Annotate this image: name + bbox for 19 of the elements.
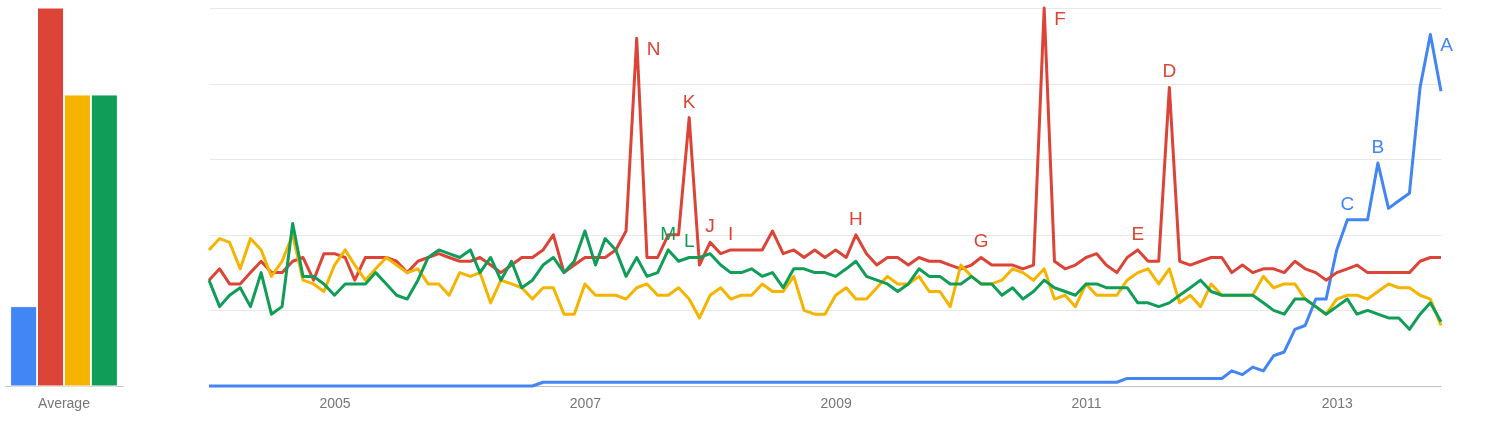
- annotation: G: [973, 230, 989, 252]
- annotation: L: [683, 230, 695, 252]
- annotation: B: [1371, 135, 1385, 157]
- annotation: E: [1131, 222, 1145, 244]
- x-tick-label: Average: [38, 394, 91, 411]
- annotation: H: [849, 207, 863, 229]
- annotation: C: [1340, 192, 1355, 214]
- annotation: I: [728, 222, 734, 244]
- annotation: K: [682, 90, 696, 112]
- annotation: N: [646, 38, 661, 60]
- annotation: J: [705, 215, 715, 237]
- annotation: D: [1162, 60, 1177, 82]
- x-tick-label: 2009: [820, 394, 852, 411]
- annotation: F: [1054, 8, 1066, 29]
- x-tick-label: 2013: [1321, 394, 1354, 411]
- x-tick-label: 2007: [569, 394, 602, 411]
- annotation: A: [1440, 34, 1454, 56]
- x-tick-label: 2005: [319, 394, 351, 411]
- x-tick-label: 2011: [1071, 394, 1102, 411]
